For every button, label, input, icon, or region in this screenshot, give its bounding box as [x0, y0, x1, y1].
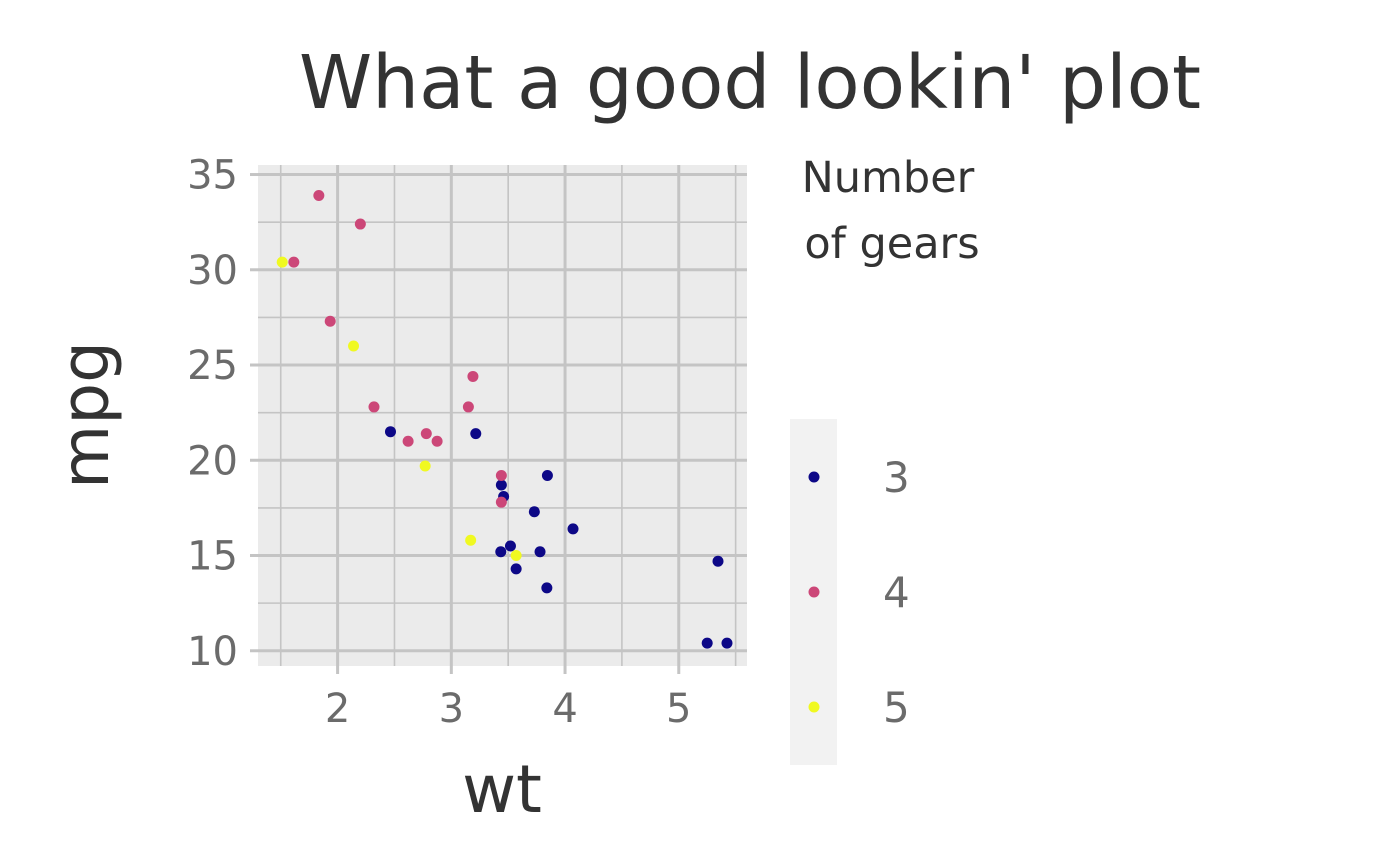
legend-key-4: [808, 586, 820, 598]
data-point-gear-3: [528, 506, 540, 518]
x-tick-label: 4: [552, 686, 577, 732]
data-point-gear-3: [567, 523, 579, 535]
y-tick-label: 30: [187, 248, 238, 294]
data-point-gear-4: [402, 435, 414, 447]
data-point-gear-5: [465, 534, 477, 546]
data-point-gear-3: [541, 470, 553, 482]
y-tick-label: 35: [187, 153, 238, 199]
legend-key-3: [808, 471, 820, 483]
data-point-gear-3: [510, 563, 522, 575]
data-point-gear-5: [348, 340, 360, 352]
data-point-gear-3: [495, 479, 507, 491]
legend-label-3: 3: [883, 453, 910, 502]
y-axis-title: mpg: [47, 341, 124, 489]
data-points: [276, 189, 733, 649]
data-point-gear-4: [495, 470, 507, 482]
legend-title-line-1: Number: [802, 153, 975, 203]
data-point-gear-3: [712, 555, 724, 567]
data-point-gear-3: [384, 426, 396, 438]
data-point-gear-5: [276, 256, 288, 268]
legend-title-line-2: of gears: [804, 219, 979, 269]
y-tick-label: 15: [187, 534, 238, 580]
data-point-gear-4: [495, 496, 507, 508]
data-point-gear-4: [324, 315, 336, 327]
data-point-gear-3: [534, 546, 546, 558]
data-point-gear-5: [419, 460, 431, 472]
data-point-gear-3: [721, 637, 733, 649]
chart-title: What a good lookin' plot: [299, 40, 1201, 126]
legend-label-5: 5: [883, 683, 910, 732]
x-tick-label: 2: [325, 686, 350, 732]
data-point-gear-5: [510, 550, 522, 562]
data-point-gear-4: [354, 218, 366, 230]
legend-key-5: [808, 701, 820, 713]
x-axis-title: wt: [462, 751, 542, 828]
data-point-gear-4: [313, 189, 325, 201]
x-tick-label: 3: [439, 686, 464, 732]
grid-lines: [258, 165, 747, 666]
data-point-gear-4: [467, 370, 479, 382]
data-point-gear-3: [504, 540, 516, 552]
data-point-gear-4: [368, 401, 380, 413]
plot-panel: [258, 165, 747, 666]
data-point-gear-4: [431, 435, 443, 447]
data-point-gear-3: [701, 637, 713, 649]
y-tick-label: 10: [187, 629, 238, 675]
data-point-gear-3: [495, 546, 507, 558]
axis-ticks: 2 3 4 5 10 15 20 25 30 35: [187, 153, 691, 732]
data-point-gear-4: [462, 401, 474, 413]
data-point-gear-4: [420, 428, 432, 440]
data-point-gear-4: [288, 256, 300, 268]
x-tick-label: 5: [666, 686, 691, 732]
legend: 3 4 5: [808, 453, 910, 732]
legend-label-4: 4: [883, 568, 910, 617]
y-tick-label: 25: [187, 343, 238, 389]
data-point-gear-3: [470, 428, 482, 440]
data-point-gear-3: [541, 582, 553, 594]
y-tick-label: 20: [187, 438, 238, 484]
